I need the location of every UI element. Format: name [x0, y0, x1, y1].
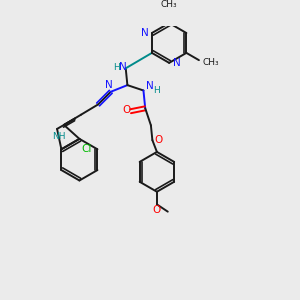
Text: N: N	[173, 58, 181, 68]
Text: O: O	[154, 135, 163, 145]
Text: Cl: Cl	[81, 144, 92, 154]
Text: CH₃: CH₃	[202, 58, 219, 68]
Text: O: O	[153, 205, 161, 215]
Text: H: H	[153, 86, 160, 95]
Text: N: N	[146, 81, 154, 91]
Text: H: H	[113, 63, 120, 72]
Text: O: O	[122, 105, 130, 115]
Text: N: N	[105, 80, 113, 90]
Text: N: N	[119, 62, 127, 72]
Text: N: N	[140, 28, 148, 38]
Text: NH: NH	[52, 132, 66, 141]
Text: CH₃: CH₃	[161, 0, 178, 8]
